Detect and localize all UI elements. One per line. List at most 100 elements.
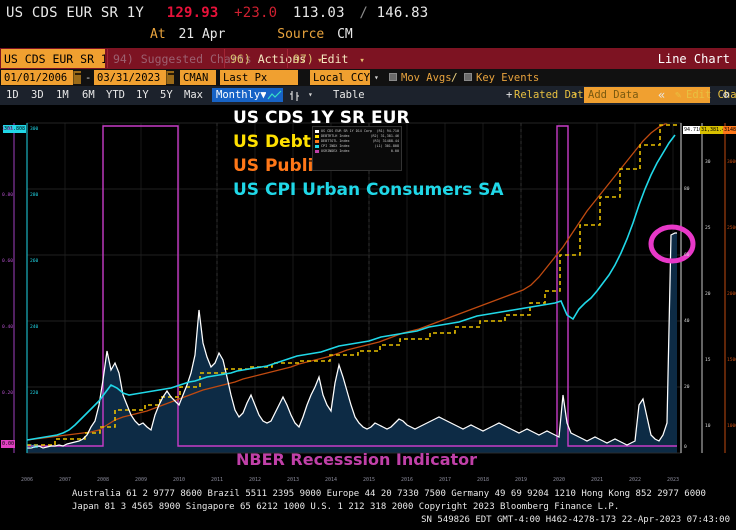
cds-tick-20: 20	[684, 385, 690, 390]
start-date-input[interactable]: 01/01/2006	[1, 70, 73, 85]
mov-avgs-checkbox[interactable]	[389, 73, 397, 81]
ceiling-value-flag: 31,381.46	[700, 126, 730, 134]
legend-value-debt: 31488.44	[382, 138, 399, 143]
related-data-plus-icon[interactable]: +	[506, 89, 513, 101]
legend-name-debt: DEBTTOTL Index	[321, 138, 350, 143]
period-toolbar: 1D 3D 1M 6M YTD 1Y 5Y Max Monthly▼ ▾ Tab…	[0, 86, 736, 105]
date-range-dash: -	[85, 72, 92, 84]
edit-number: 97)	[293, 52, 314, 66]
cpi-tick-200: 200	[30, 445, 39, 450]
trendline-icon[interactable]: /	[451, 71, 458, 84]
overlay-title-nber: NBER Recesssion Indicator	[236, 450, 478, 469]
security-bid: 113.03	[292, 5, 345, 21]
legend-row: DEBTTOTL Index (R3) 31488.44	[315, 139, 399, 144]
cds-tick-60: 60	[684, 253, 690, 258]
as-of-date: 21 Apr	[178, 27, 226, 42]
cds-area-fill	[27, 233, 677, 453]
edit-chevron-down-icon[interactable]: ▾	[359, 56, 365, 66]
related-data-chevron-down-icon[interactable]: ▾	[573, 90, 578, 99]
source-label: Source	[277, 27, 325, 42]
xtick-2006: 2006	[21, 477, 34, 483]
legend-tag-cds: (R1)	[376, 129, 385, 133]
actions-chevron-down-icon[interactable]: ▾	[317, 56, 323, 66]
ceiling-tick-30: 30	[705, 160, 711, 165]
debt-tick-10000: 10000	[727, 424, 736, 429]
start-date-calendar-icon[interactable]	[73, 71, 81, 84]
legend-name-nber: USRINDEX Index	[321, 148, 350, 153]
xtick-2009: 2009	[135, 477, 148, 483]
nber-recession-indicator	[27, 125, 677, 447]
frequency-selector[interactable]: Monthly▼	[212, 88, 271, 102]
chart-plot-area[interactable]: US CDS 1Y SR EUR US Debt Ceiling US Publ…	[0, 105, 736, 471]
gear-icon[interactable]: ⚙	[723, 89, 730, 101]
ticker-input[interactable]: US CDS EUR SR 1Y [	[1, 49, 105, 68]
edit-label: Edit	[320, 52, 349, 66]
edit-menu-button[interactable]: 97) Edit ▾	[287, 49, 371, 68]
ceiling-tick-25: 25	[705, 226, 711, 231]
xtick-2014: 2014	[325, 477, 338, 483]
spike-highlight-annotation	[648, 224, 696, 264]
chart-type-title: Line Chart	[657, 52, 730, 66]
end-date-input[interactable]: 03/31/2023	[94, 70, 166, 85]
edit-chart-pencil-icon[interactable]: ✎	[675, 89, 682, 101]
legend-swatch-ceiling	[315, 134, 319, 138]
legend-name-cpi: CPI INDX Index	[321, 143, 350, 148]
frequency-chevron-down-icon: ▼	[260, 89, 267, 101]
overlay-title-cpi: US CPI Urban Consumers SA	[233, 180, 504, 200]
currency-chevron-down-icon[interactable]: ▾	[374, 73, 379, 82]
period-1d[interactable]: 1D	[6, 89, 19, 101]
footer-contacts-line1: Australia 61 2 9777 8600 Brazil 5511 239…	[72, 489, 706, 499]
xtick-2012: 2012	[249, 477, 262, 483]
legend-value-cds: 94.710	[386, 129, 399, 133]
legend-name-ceiling: DEBTRTLH Index	[321, 133, 350, 138]
table-view-button[interactable]: Table	[333, 89, 365, 101]
key-events-label[interactable]: Key Events	[476, 72, 540, 84]
xtick-2007: 2007	[59, 477, 72, 483]
nber-tick-080: 0.80	[2, 193, 14, 198]
price-type-input[interactable]: Last Px	[220, 70, 298, 85]
security-change: +23.0	[234, 5, 278, 21]
as-of-label: At	[150, 27, 166, 42]
period-5y[interactable]: 5Y	[160, 89, 173, 101]
ceiling-tick-10: 10	[705, 424, 711, 429]
cpi-value-flag: 301.808	[3, 125, 27, 133]
plot-background	[27, 123, 681, 453]
legend-swatch-nber	[315, 149, 319, 153]
cpi-tick-240: 240	[30, 325, 39, 330]
bar-chart-icon[interactable]	[286, 88, 303, 102]
legend-swatch-cds	[315, 130, 319, 133]
period-6m[interactable]: 6M	[82, 89, 95, 101]
xtick-2018: 2018	[477, 477, 490, 483]
legend-tag-debt: (R3)	[372, 138, 381, 143]
chart-legend-panel[interactable]: US CDS EUR SR 1Y D14 Corp (R1) 94.710 DEBT…	[312, 126, 402, 171]
suggested-charts-button[interactable]: 94) Suggested Charts	[107, 49, 258, 68]
period-3d[interactable]: 3D	[31, 89, 44, 101]
security-last-price: 129.93	[166, 5, 219, 21]
end-date-calendar-icon[interactable]	[166, 71, 174, 84]
overlay-title-cds: US CDS 1Y SR EUR	[233, 108, 410, 128]
edit-chart-button[interactable]: Edit Chart	[686, 89, 736, 101]
nber-value-flag: 0.00	[1, 440, 16, 448]
mov-avgs-label[interactable]: Mov Avgs	[401, 72, 452, 84]
footer-session-info: SN 549826 EDT GMT-4:00 H462-4278-173 22-…	[421, 515, 730, 525]
add-data-input[interactable]: Add Data	[584, 87, 710, 103]
collapse-panel-icon[interactable]: «	[658, 88, 666, 102]
period-max[interactable]: Max	[184, 89, 203, 101]
period-ytd[interactable]: YTD	[106, 89, 125, 101]
xtick-2015: 2015	[363, 477, 376, 483]
actions-menu-button[interactable]: 96) Actions ▾	[224, 49, 329, 68]
related-data-button[interactable]: Related Data	[514, 89, 590, 101]
line-chart-icon[interactable]	[266, 88, 283, 102]
debt-tick-20000: 20000	[727, 292, 736, 297]
legend-value-ceiling: 31,381.46	[380, 133, 399, 138]
chart-style-chevron-down-icon[interactable]: ▾	[308, 90, 313, 99]
period-1m[interactable]: 1M	[56, 89, 69, 101]
key-events-checkbox[interactable]	[464, 73, 472, 81]
legend-value-nber: 0.00	[390, 148, 399, 153]
currency-input[interactable]: Local CCY	[310, 70, 370, 85]
legend-name-cds: US CDS EUR SR 1Y D14 Corp	[321, 129, 373, 133]
period-1y[interactable]: 1Y	[136, 89, 149, 101]
market-input[interactable]: CMAN	[180, 70, 216, 85]
legend-tag-cpi: (L1)	[374, 143, 383, 148]
